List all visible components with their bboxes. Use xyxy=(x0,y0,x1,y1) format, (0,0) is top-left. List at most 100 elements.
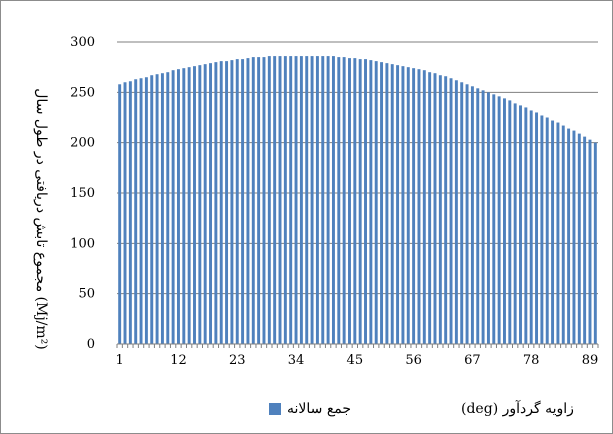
bar-71 xyxy=(492,94,496,344)
bar-43 xyxy=(342,57,346,344)
bar-21 xyxy=(225,61,229,344)
y-tick-label-200: 200 xyxy=(70,136,95,151)
bar-46 xyxy=(358,59,362,344)
bar-3 xyxy=(128,81,132,344)
bar-53 xyxy=(396,65,400,345)
bar-34 xyxy=(294,56,298,345)
x-tick-label-34: 34 xyxy=(288,353,305,368)
x-tick-label-89: 89 xyxy=(582,353,599,368)
bar-16 xyxy=(198,65,202,345)
bar-58 xyxy=(422,70,426,344)
y-tick-label-250: 250 xyxy=(70,85,95,100)
bar-23 xyxy=(235,59,239,344)
bar-72 xyxy=(497,96,501,344)
bar-48 xyxy=(369,60,373,345)
bar-24 xyxy=(241,59,245,344)
bar-87 xyxy=(577,133,581,344)
y-tick-label-50: 50 xyxy=(78,287,95,302)
bar-73 xyxy=(503,98,506,344)
y-tick-label-100: 100 xyxy=(70,236,95,251)
bar-31 xyxy=(278,56,282,345)
bar-28 xyxy=(262,57,266,344)
bar-57 xyxy=(417,69,421,345)
y-tick-label-300: 300 xyxy=(70,35,95,50)
bar-10 xyxy=(166,72,170,344)
bar-70 xyxy=(486,92,490,344)
x-tick-label-78: 78 xyxy=(523,353,540,368)
bar-77 xyxy=(524,107,528,344)
bar-45 xyxy=(353,58,357,345)
bar-40 xyxy=(326,56,330,345)
bar-68 xyxy=(476,88,480,344)
bar-54 xyxy=(401,66,405,344)
bar-19 xyxy=(214,62,218,345)
bar-30 xyxy=(273,56,277,345)
bar-38 xyxy=(315,56,319,345)
y-tick-label-0: 0 xyxy=(87,337,95,352)
bar-32 xyxy=(283,56,287,345)
bar-37 xyxy=(310,56,314,345)
x-tick-label-67: 67 xyxy=(464,353,481,368)
bar-36 xyxy=(305,56,309,345)
bar-18 xyxy=(209,63,212,344)
bar-1 xyxy=(118,84,122,344)
legend-swatch xyxy=(269,403,281,415)
bar-80 xyxy=(540,115,544,344)
x-axis-label: زاویه گردآور (deg) xyxy=(461,401,574,417)
bar-12 xyxy=(176,69,180,345)
bar-66 xyxy=(465,84,469,344)
bar-79 xyxy=(535,112,539,344)
bar-13 xyxy=(182,68,186,344)
y-tick-label-150: 150 xyxy=(70,186,95,201)
bar-75 xyxy=(513,103,517,344)
bar-15 xyxy=(193,66,196,344)
bar-4 xyxy=(134,79,138,344)
bar-61 xyxy=(438,75,442,344)
legend: جمع سالانه xyxy=(269,401,351,417)
bar-88 xyxy=(583,136,587,344)
bar-50 xyxy=(380,62,384,345)
bar-26 xyxy=(251,57,255,344)
bar-47 xyxy=(364,59,367,344)
x-tick-label-56: 56 xyxy=(405,353,422,368)
bar-41 xyxy=(331,56,335,345)
bar-14 xyxy=(187,67,191,345)
bar-6 xyxy=(144,77,148,344)
bar-17 xyxy=(203,64,207,344)
bar-49 xyxy=(374,61,378,344)
bar-52 xyxy=(390,64,394,344)
bar-86 xyxy=(572,130,576,344)
bar-63 xyxy=(449,78,453,345)
bar-69 xyxy=(481,90,485,344)
bar-56 xyxy=(412,68,416,344)
bar-25 xyxy=(246,58,250,345)
bar-20 xyxy=(219,61,223,344)
bar-76 xyxy=(519,105,522,344)
bar-60 xyxy=(433,73,437,344)
bar-5 xyxy=(139,78,143,345)
bar-59 xyxy=(428,72,432,344)
bar-44 xyxy=(348,58,351,345)
bar-8 xyxy=(155,74,159,345)
bar-39 xyxy=(321,56,325,345)
x-tick-label-1: 1 xyxy=(116,353,124,368)
bar-83 xyxy=(556,122,560,345)
bar-55 xyxy=(406,67,410,345)
bar-64 xyxy=(454,80,458,345)
bar-11 xyxy=(171,70,175,344)
y-axis-label: مجموع تابش دریافتی در طول سال (Mj/m²) xyxy=(33,88,49,350)
bar-67 xyxy=(470,86,474,344)
bar-2 xyxy=(123,82,127,345)
bar-78 xyxy=(529,110,533,344)
bar-84 xyxy=(561,125,565,344)
bar-51 xyxy=(385,63,389,344)
bar-9 xyxy=(160,73,164,344)
bar-74 xyxy=(508,100,512,345)
bar-62 xyxy=(444,76,448,344)
bar-42 xyxy=(337,57,341,344)
x-tick-label-23: 23 xyxy=(229,353,246,368)
bar-89 xyxy=(588,139,592,344)
bar-90 xyxy=(593,142,597,344)
bar-27 xyxy=(257,57,261,344)
